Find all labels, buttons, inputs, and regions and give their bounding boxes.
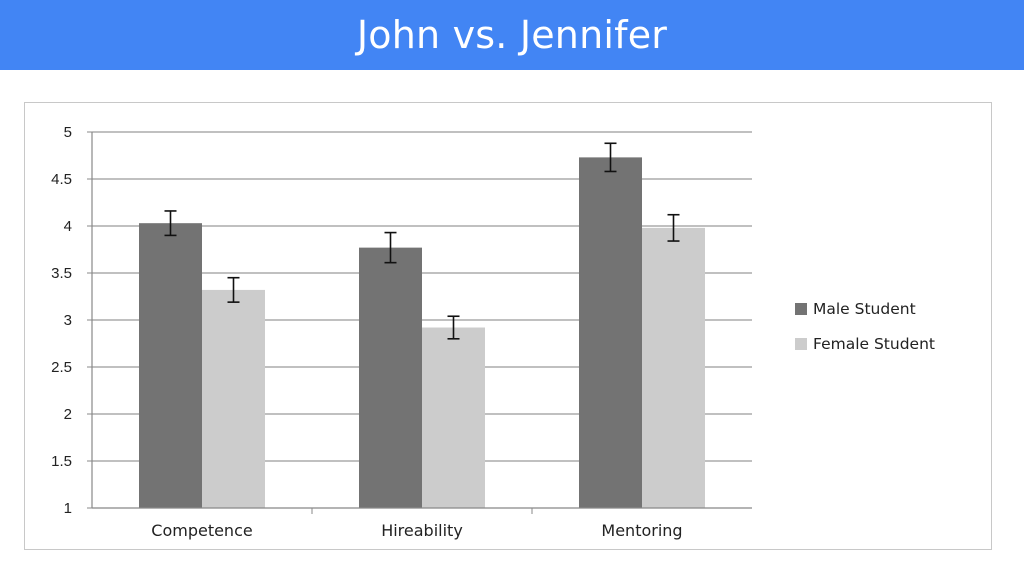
x-category-label: Hireability bbox=[381, 521, 463, 540]
chart-frame: 1 1.5 2 2.5 3 3.5 4 4.5 5 Competence Hireability Me… bbox=[24, 102, 992, 550]
legend-swatch bbox=[795, 303, 807, 315]
bar-male-student-hireability bbox=[359, 247, 422, 508]
y-tick-label: 2 bbox=[64, 406, 72, 423]
bars bbox=[139, 157, 705, 508]
axes: 1 1.5 2 2.5 3 3.5 4 4.5 5 Competence Hireability Me… bbox=[51, 124, 752, 540]
legend-swatch bbox=[795, 338, 807, 350]
x-category-label: Mentoring bbox=[601, 521, 682, 540]
y-tick-label: 1.5 bbox=[51, 453, 72, 470]
error-bars bbox=[164, 142, 680, 340]
y-tick-label: 3.5 bbox=[51, 265, 72, 282]
y-tick-label: 4.5 bbox=[51, 171, 72, 188]
y-tick-label: 2.5 bbox=[51, 359, 72, 376]
y-tick-label: 3 bbox=[64, 312, 72, 329]
x-category-label: Competence bbox=[151, 521, 252, 540]
y-tick-label: 4 bbox=[64, 218, 72, 235]
bar-male-student-competence bbox=[139, 223, 202, 508]
legend: Male Student Female Student bbox=[795, 300, 935, 353]
bar-female-student-competence bbox=[202, 289, 265, 508]
bar-female-student-hireability bbox=[422, 327, 485, 508]
slide-title: John vs. Jennifer bbox=[356, 13, 668, 57]
bar-female-student-mentoring bbox=[642, 227, 705, 508]
bar-chart: 1 1.5 2 2.5 3 3.5 4 4.5 5 Competence Hireability Me… bbox=[51, 124, 935, 540]
bar-male-student-mentoring bbox=[579, 157, 642, 508]
title-bar: John vs. Jennifer bbox=[0, 0, 1024, 70]
y-tick-label: 1 bbox=[64, 500, 72, 517]
legend-label: Male Student bbox=[813, 300, 916, 318]
legend-label: Female Student bbox=[813, 335, 935, 353]
y-tick-label: 5 bbox=[64, 124, 72, 141]
